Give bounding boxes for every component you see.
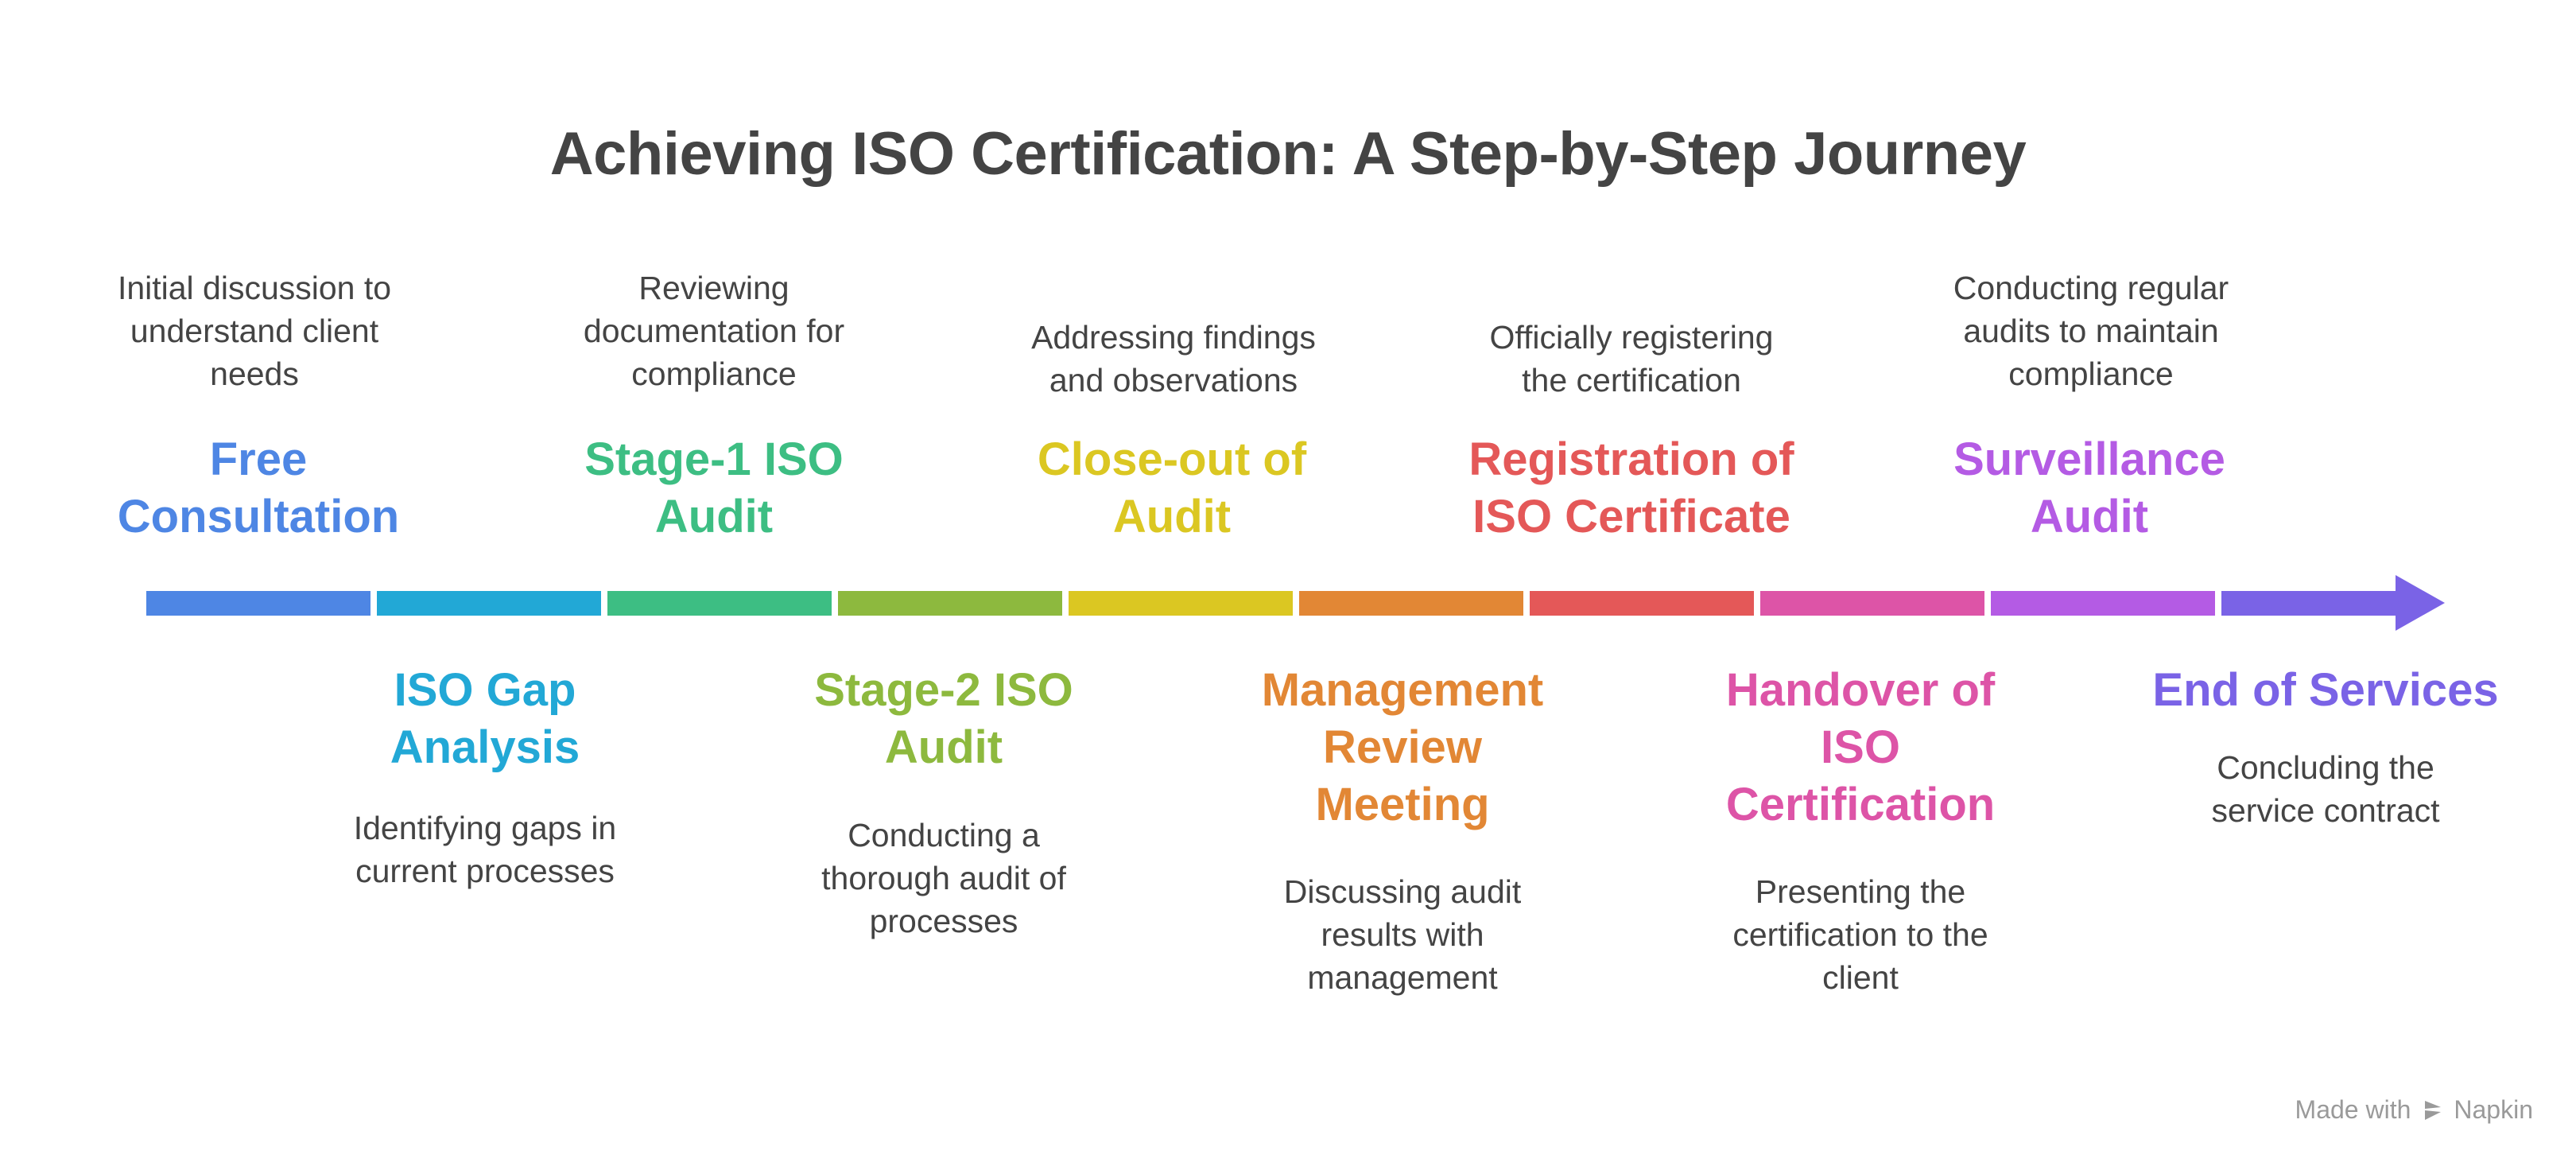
step-10-description: Concluding the service contract: [2211, 749, 2440, 829]
step-3-description: Reviewing documentation for compliance: [583, 270, 845, 392]
step-9-description: Conducting regular audits to maintain comp…: [1953, 270, 2229, 392]
step-8-label: Handover of ISO Certification: [1725, 664, 1996, 830]
step-6-description: Discussing audit results with management: [1283, 873, 1522, 996]
timeline-segment-10: [2221, 591, 2399, 616]
step-4-description: Conducting a thorough audit of processes: [821, 817, 1066, 939]
diagram-title: Achieving ISO Certification: A Step-by-S…: [549, 120, 2027, 188]
arrow-head-icon: [2396, 575, 2445, 631]
step-5-description: Addressing findings and observations: [1031, 319, 1316, 398]
timeline-segment-5: [1069, 591, 1293, 616]
made-with-text: Made with: [2295, 1095, 2411, 1124]
timeline-segment-8: [1760, 591, 1984, 616]
timeline-segment-3: [607, 591, 832, 616]
timeline-segment-9: [1991, 591, 2215, 616]
timeline-segment-1: [146, 591, 370, 616]
napkin-logo-icon: [2425, 1100, 2442, 1120]
step-1-description: Initial discussion to understand client ne…: [117, 270, 392, 392]
timeline-segment-4: [838, 591, 1062, 616]
step-7-description: Officially registering the certification: [1489, 319, 1774, 398]
made-with-napkin-badge: Made with Napkin: [2295, 1095, 2533, 1125]
timeline-segment-7: [1530, 591, 1754, 616]
step-7-label: Registration of ISO Certificate: [1468, 433, 1794, 542]
step-9-label: Surveillance Audit: [1953, 433, 2225, 542]
napkin-brand-text: Napkin: [2454, 1095, 2533, 1124]
timeline-segment-2: [377, 591, 601, 616]
step-10-label: End of Services: [2152, 664, 2499, 716]
step-3-label: Stage-1 ISO Audit: [584, 433, 844, 542]
step-8-description: Presenting the certification to the client: [1732, 873, 1988, 996]
step-1-label: Free Consultation: [117, 433, 400, 542]
step-5-label: Close-out of Audit: [1037, 433, 1307, 542]
timeline-segment-6: [1299, 591, 1523, 616]
step-2-label: ISO Gap Analysis: [390, 664, 580, 773]
step-4-label: Stage-2 ISO Audit: [814, 664, 1073, 773]
step-6-label: Management Review Meeting: [1261, 664, 1544, 830]
step-2-description: Identifying gaps in current processes: [353, 810, 617, 889]
